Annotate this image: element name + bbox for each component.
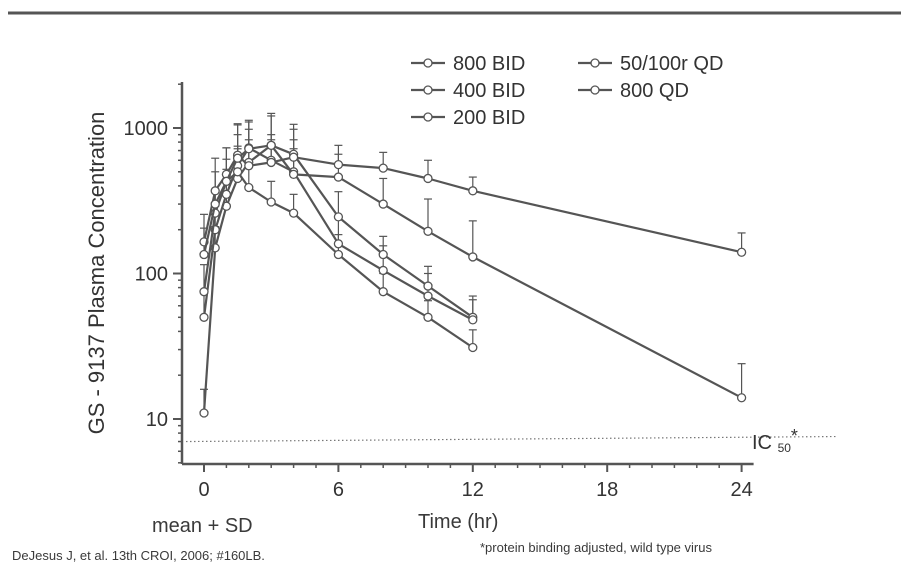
data-point <box>244 182 254 193</box>
data-point <box>378 287 388 297</box>
data-point <box>378 163 388 173</box>
data-point <box>288 152 299 162</box>
y-tick-label: 1000 <box>124 118 169 140</box>
data-point <box>468 186 478 196</box>
data-point <box>736 247 747 257</box>
data-point <box>199 408 209 418</box>
data-point <box>736 393 747 403</box>
data-point <box>378 265 388 276</box>
ic50-label: IC 50* <box>752 426 798 455</box>
legend-label: 50/100r QD <box>620 53 723 75</box>
x-tick-label: 24 <box>730 479 752 501</box>
data-point <box>333 212 344 222</box>
legend-swatch-marker <box>423 85 433 95</box>
data-point <box>423 312 433 322</box>
data-point <box>199 249 209 260</box>
legend-label: 800 BID <box>453 53 525 75</box>
data-point <box>288 169 299 180</box>
data-point <box>266 197 276 207</box>
legend-label: 800 QD <box>620 80 689 102</box>
data-point <box>423 291 433 301</box>
data-point <box>199 312 209 322</box>
legend-swatch-marker <box>590 85 600 95</box>
x-tick-label: 12 <box>462 479 484 501</box>
data-point <box>468 342 478 353</box>
mean-sd-note: mean + SD <box>152 515 253 537</box>
data-point <box>232 167 243 177</box>
y-tick-label: 100 <box>135 264 168 286</box>
data-point <box>333 159 344 170</box>
x-tick-label: 0 <box>198 479 209 501</box>
data-point <box>199 287 209 297</box>
data-point <box>210 199 220 209</box>
legend-label: 200 BID <box>453 107 525 129</box>
data-point <box>333 239 344 249</box>
data-point <box>468 315 478 325</box>
data-point <box>378 249 388 260</box>
data-point <box>244 161 254 171</box>
data-point <box>333 249 344 260</box>
data-point <box>266 140 276 150</box>
data-point <box>210 186 220 196</box>
data-point <box>423 281 433 291</box>
data-point <box>221 176 232 186</box>
data-point <box>333 172 344 182</box>
data-point <box>423 226 433 236</box>
x-tick-label: 18 <box>596 479 618 501</box>
legend-swatch-marker <box>423 112 433 122</box>
data-point <box>378 199 388 209</box>
legend-swatch-marker <box>590 58 600 68</box>
x-axis-label: Time (hr) <box>418 511 499 533</box>
data-point <box>468 252 478 262</box>
legend-swatch-marker <box>423 58 433 68</box>
x-tick-label: 6 <box>333 479 344 501</box>
data-point <box>266 157 276 168</box>
ic50-reference-line <box>185 435 837 443</box>
citation-text: DeJesus J, et al. 13th CROI, 2006; #160L… <box>12 548 265 563</box>
y-axis-label: GS - 9137 Plasma Concentration <box>84 112 109 435</box>
data-point <box>288 208 299 218</box>
y-tick-label: 10 <box>146 409 168 431</box>
footnote-text: *protein binding adjusted, wild type vir… <box>480 540 712 555</box>
legend-label: 400 BID <box>453 80 525 102</box>
plot-area: 10 100 1000 0 6 12 18 24 GS - 9137 Plasma Concen… <box>84 53 837 501</box>
data-point <box>244 144 254 154</box>
data-point <box>423 173 433 184</box>
data-point <box>232 153 243 163</box>
